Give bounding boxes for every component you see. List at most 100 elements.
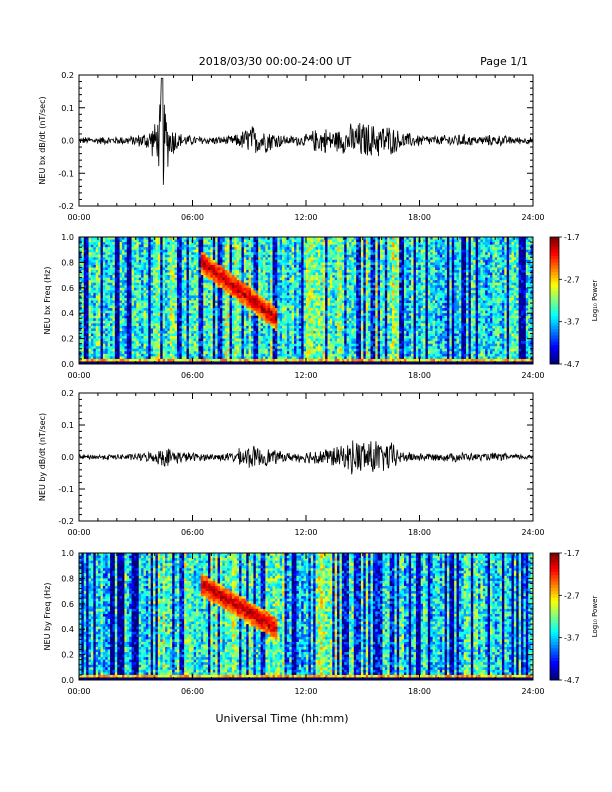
spectrogram-cell: [184, 244, 187, 248]
spectrogram-cell: [231, 277, 235, 281]
spectrogram-cell: [126, 320, 130, 324]
spectrogram-cell: [119, 343, 123, 347]
spectrogram-cell: [188, 257, 192, 261]
spectrogram-cell: [260, 275, 264, 278]
spectrogram-cell: [229, 325, 233, 329]
spectrogram-cell: [246, 361, 249, 365]
spectrogram-cell: [255, 270, 259, 273]
spectrogram-cell: [236, 267, 240, 271]
spectrogram-cell: [79, 270, 82, 273]
spectrogram-cell: [253, 257, 257, 261]
spectrogram-cell: [208, 292, 211, 296]
spectrogram-cell: [79, 358, 82, 362]
spectrogram-cell: [227, 257, 230, 261]
spectrogram-cell: [98, 323, 101, 327]
spectrogram-cell: [126, 305, 130, 309]
spectrogram-cell: [86, 285, 89, 289]
spectrogram-cell: [270, 333, 273, 337]
spectrogram-cell: [107, 313, 111, 317]
spectrogram-cell: [165, 262, 168, 266]
spectrogram-cell: [270, 358, 273, 362]
spectrogram-cell: [239, 313, 242, 317]
spectrogram-cell: [81, 318, 85, 322]
spectrogram-cell: [246, 290, 249, 294]
spectrogram-cell: [203, 346, 206, 350]
spectrogram-cell: [231, 343, 235, 347]
spectrogram-cell: [126, 267, 130, 271]
spectrogram-cell: [258, 305, 261, 309]
spectrogram-cell: [145, 244, 149, 248]
spectrogram-cell: [298, 254, 302, 258]
spectrogram-cell: [255, 295, 259, 299]
spectrogram-cell: [255, 280, 259, 284]
spectrogram-cell: [265, 292, 269, 296]
spectrogram-cell: [208, 239, 211, 243]
spectrogram-cell: [155, 313, 159, 317]
spectrogram-cell: [308, 292, 312, 296]
spectrogram-cell: [122, 343, 125, 347]
spectrogram-cell: [112, 315, 116, 319]
spectrogram-cell: [136, 333, 140, 337]
spectrogram-cell: [298, 303, 302, 306]
spectrogram-cell: [303, 239, 307, 243]
spectrogram-cell: [102, 303, 106, 306]
spectrogram-cell: [107, 328, 111, 332]
spectrogram-cell: [79, 290, 82, 294]
spectrogram-cell: [160, 330, 163, 334]
spectrogram-cell: [81, 272, 85, 276]
spectrogram-cell: [217, 320, 221, 324]
spectrogram-cell: [153, 323, 156, 327]
spectrogram-cell: [243, 315, 247, 319]
spectrogram-cell: [105, 270, 108, 273]
spectrogram-cell: [236, 239, 240, 243]
spectrogram-cell: [105, 346, 108, 350]
spectrogram-cell: [196, 341, 199, 344]
spectrogram-cell: [131, 346, 135, 350]
spectrogram-cell: [279, 346, 283, 350]
spectrogram-cell: [224, 257, 228, 261]
spectrogram-cell: [83, 305, 87, 309]
spectrogram-cell: [239, 277, 242, 281]
spectrogram-cell: [83, 356, 87, 360]
spectrogram-cell: [248, 320, 252, 324]
spectrogram-cell: [289, 297, 292, 301]
spectrogram-cell: [196, 237, 199, 240]
spectrogram-cell: [270, 351, 273, 355]
spectrogram-cell: [193, 295, 197, 299]
spectrogram-cell: [169, 325, 173, 329]
spectrogram-cell: [227, 239, 230, 243]
spectrogram-cell: [110, 277, 113, 281]
spectrogram-cell: [198, 330, 202, 334]
spectrogram-cell: [141, 242, 144, 245]
spectrogram-cell: [119, 358, 123, 362]
spectrogram-cell: [136, 341, 140, 344]
spectrogram-cell: [79, 280, 82, 284]
spectrogram-cell: [79, 356, 82, 360]
spectrogram-cell: [298, 348, 302, 352]
spectrogram-cell: [145, 247, 149, 250]
spectrogram-cell: [122, 310, 125, 314]
spectrogram-cell: [208, 267, 211, 271]
spectrogram-cell: [93, 325, 97, 329]
spectrogram-cell: [117, 330, 120, 334]
spectrogram-cell: [81, 353, 85, 357]
spectrogram-cell: [262, 252, 266, 256]
spectrogram-cell: [224, 280, 228, 284]
spectrogram-cell: [203, 262, 206, 266]
spectrogram-cell: [119, 361, 123, 365]
spectrogram-cell: [267, 320, 271, 324]
spectrogram-cell: [215, 346, 218, 350]
spectrogram-cell: [274, 353, 278, 357]
spectrogram-cell: [294, 315, 297, 319]
spectrogram-cell: [227, 308, 230, 311]
spectrogram-cell: [126, 333, 130, 337]
spectrogram-cell: [286, 249, 290, 253]
spectrogram-cell: [262, 287, 266, 291]
spectrogram-cell: [107, 305, 111, 309]
spectrogram-cell: [124, 295, 128, 299]
spectrogram-cell: [224, 262, 228, 266]
spectrogram-cell: [186, 285, 190, 289]
spectrogram-cell: [79, 247, 82, 250]
spectrogram-cell: [253, 264, 257, 268]
spectrogram-cell: [241, 330, 245, 334]
